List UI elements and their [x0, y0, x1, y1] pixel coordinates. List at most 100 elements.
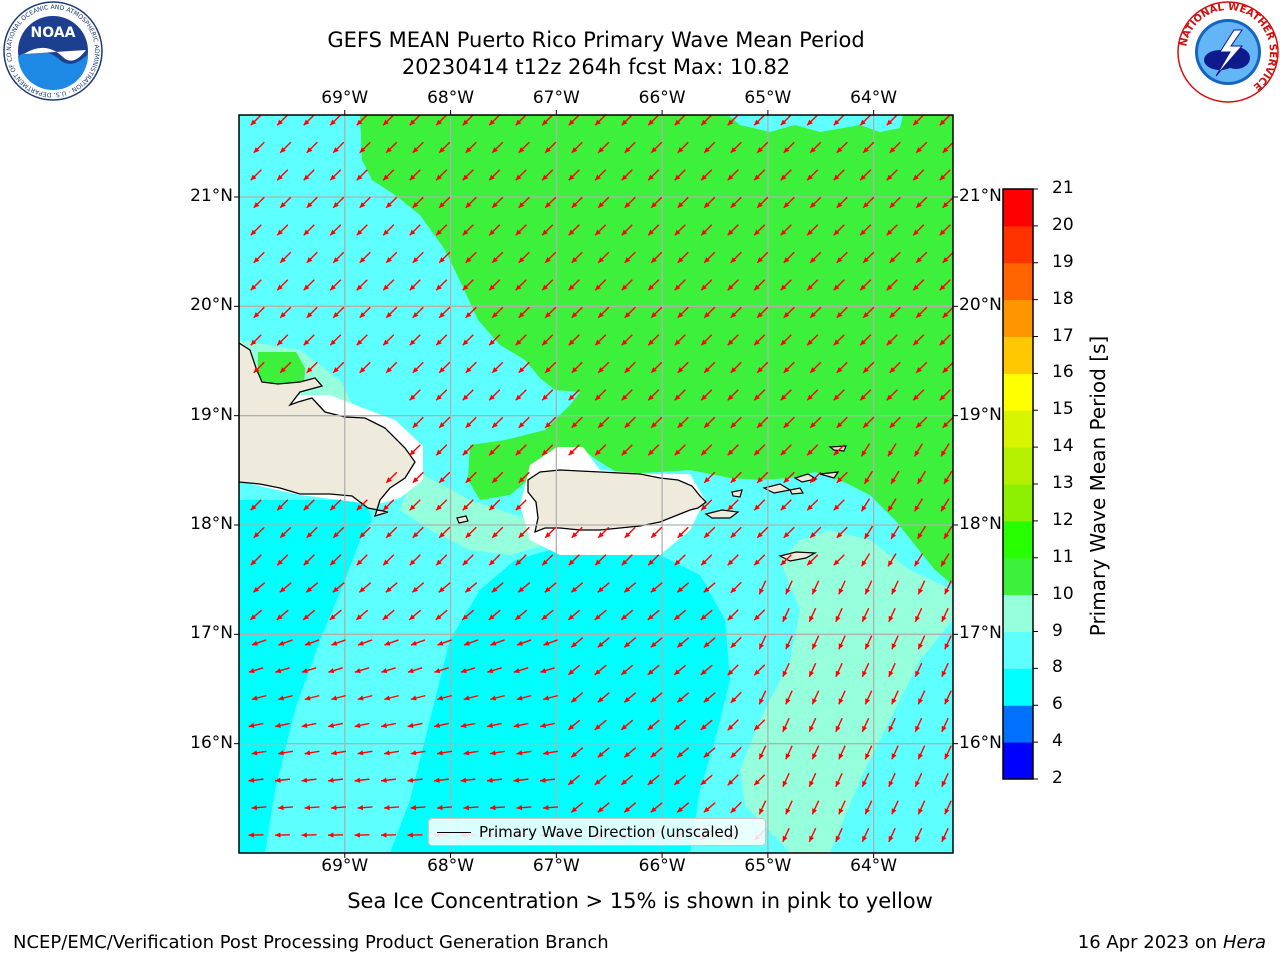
- wave-arrow: [381, 667, 396, 674]
- wave-arrow: [780, 334, 792, 346]
- wave-arrow: [435, 334, 448, 346]
- wave-arrow: [465, 251, 477, 264]
- map-frame: [238, 114, 954, 854]
- wave-arrow: [806, 334, 819, 346]
- wave-arrow: [887, 443, 897, 457]
- wave-arrow: [570, 747, 584, 758]
- wave-arrow: [279, 141, 292, 154]
- wave-arrow: [753, 774, 766, 786]
- wave-arrow: [890, 525, 900, 540]
- wave-arrow: [758, 800, 767, 815]
- wave-arrow: [541, 169, 554, 181]
- colorbar-bin: [1003, 705, 1033, 743]
- wave-arrow: [940, 553, 950, 567]
- land-culebra: [731, 489, 743, 498]
- wave-arrow: [889, 196, 901, 209]
- wave-arrow: [620, 719, 634, 731]
- wave-arrow: [304, 639, 320, 646]
- wave-arrow: [407, 832, 423, 838]
- wave-arrow: [836, 306, 848, 319]
- wave-arrow: [730, 801, 742, 814]
- wave-arrow: [861, 607, 870, 623]
- wave-arrow: [753, 444, 766, 456]
- wave-arrow: [540, 722, 555, 728]
- wave-arrow: [700, 115, 713, 126]
- wave-arrow: [833, 279, 845, 291]
- colorbar-bin: [1003, 557, 1033, 596]
- wave-arrow: [570, 692, 584, 703]
- wave-arrow: [489, 805, 506, 811]
- wave-arrow: [864, 635, 873, 650]
- wave-arrow: [303, 334, 315, 346]
- colorbar-tick-label: 18: [1052, 288, 1074, 309]
- wave-arrow: [891, 800, 899, 815]
- wave-arrow: [356, 554, 368, 566]
- wave-arrow: [465, 196, 477, 209]
- wave-arrow: [250, 554, 262, 566]
- wave-arrow: [727, 115, 739, 126]
- wave-arrow: [571, 306, 583, 319]
- wave-arrow: [435, 169, 448, 181]
- wave-arrow: [700, 389, 713, 401]
- wave-arrow: [703, 692, 716, 703]
- legend-line-sample: [437, 832, 471, 833]
- wave-arrow: [863, 470, 874, 485]
- colorbar-tick-label: 13: [1052, 473, 1074, 493]
- wave-arrow: [253, 251, 265, 264]
- wave-arrow: [541, 444, 554, 456]
- wave-arrow: [544, 526, 557, 539]
- wave-arrow: [647, 279, 660, 291]
- colorbar-bin: [1003, 262, 1033, 301]
- wave-arrow: [674, 169, 686, 181]
- wave-arrow: [624, 196, 636, 209]
- wave-arrow: [385, 361, 398, 374]
- wave-arrow: [570, 637, 584, 648]
- wave-arrow: [647, 115, 660, 126]
- wave-arrow: [890, 470, 900, 485]
- wave-arrow: [912, 389, 925, 401]
- colorbar-bin: [1003, 189, 1033, 227]
- wave-arrow: [515, 389, 527, 401]
- wave-arrow: [409, 115, 421, 126]
- wave-arrow: [594, 115, 607, 126]
- wave-arrow: [594, 554, 607, 566]
- wave-arrow: [460, 722, 476, 728]
- wave-arrow: [942, 361, 953, 374]
- wave-arrow: [700, 224, 713, 236]
- wave-arrow: [861, 717, 870, 733]
- wave-arrow: [753, 224, 766, 236]
- colorbar-tick-label: 12: [1052, 509, 1074, 530]
- latitude-label: 16°N: [190, 732, 233, 753]
- wave-arrow: [783, 141, 795, 154]
- wave-arrow: [676, 637, 690, 648]
- wave-arrow: [836, 526, 848, 539]
- wave-arrow: [250, 334, 262, 346]
- wave-arrow: [808, 827, 817, 843]
- wave-arrow: [650, 141, 663, 154]
- wave-arrow: [703, 747, 716, 758]
- wave-arrow: [886, 279, 898, 291]
- wave-arrow: [543, 694, 558, 701]
- wave-arrow: [620, 609, 634, 621]
- wave-arrow: [859, 224, 872, 236]
- wave-arrow: [568, 444, 580, 456]
- wave-arrow: [570, 802, 584, 813]
- latitude-label: 21°N: [959, 186, 1002, 206]
- wave-arrow: [860, 498, 871, 512]
- wave-arrow: [597, 582, 610, 593]
- wave-arrow: [354, 667, 370, 674]
- footer-host: Hera: [1222, 932, 1266, 953]
- wave-arrow: [650, 526, 663, 539]
- wave-arrow: [621, 389, 633, 401]
- wave-arrow: [279, 251, 292, 264]
- wave-arrow: [517, 582, 531, 593]
- wave-arrow: [488, 224, 501, 236]
- wave-arrow: [279, 361, 292, 374]
- longitude-label: 68°W: [427, 88, 475, 108]
- wave-arrow: [276, 115, 289, 126]
- longitude-label: 66°W: [638, 88, 686, 108]
- wave-arrow: [359, 196, 371, 209]
- wave-arrow: [944, 635, 952, 650]
- wave-arrow: [730, 306, 742, 319]
- wave-arrow: [435, 444, 448, 456]
